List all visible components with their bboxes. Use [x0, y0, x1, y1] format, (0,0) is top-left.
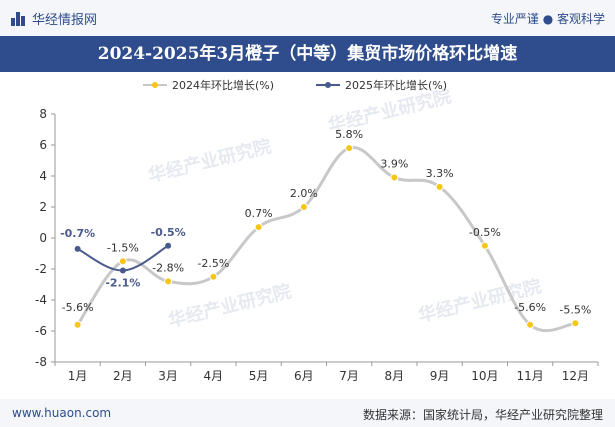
- data-label-2024: -2.5%: [197, 257, 229, 270]
- legend-label-2024: 2024年环比增长(%): [172, 78, 274, 92]
- x-tick-label: 3月: [158, 369, 178, 383]
- data-point-2025: [119, 267, 126, 274]
- x-tick-label: 1月: [68, 369, 88, 383]
- data-label-2024: -1.5%: [107, 241, 139, 254]
- legend-label-2025: 2025年环比增长(%): [345, 78, 447, 92]
- y-tick-label: 6: [39, 138, 47, 152]
- top-bar: 华经情报网 专业严谨 ● 客观科学: [0, 0, 615, 36]
- data-source: 数据来源：国家统计局，华经产业研究院整理: [362, 408, 603, 422]
- data-label-2024: -5.6%: [514, 301, 546, 314]
- x-tick-label: 7月: [339, 369, 359, 383]
- data-point-2024: [526, 320, 535, 329]
- watermark-text: 华经产业研究院: [166, 280, 294, 332]
- y-tick-label: 0: [39, 231, 47, 245]
- data-point-2024: [480, 241, 489, 250]
- x-tick-label: 12月: [562, 369, 589, 383]
- footer: www.huaon.com 数据来源：国家统计局，华经产业研究院整理: [0, 399, 615, 427]
- x-tick-label: 8月: [385, 369, 405, 383]
- data-label-2024: -5.6%: [62, 301, 94, 314]
- bar-chart-icon: [10, 11, 26, 27]
- watermark-text: 华经产业研究院: [146, 135, 274, 187]
- x-tick-label: 11月: [516, 369, 543, 383]
- data-point-2024: [164, 277, 173, 286]
- tagline: 专业严谨 ● 客观科学: [490, 12, 605, 26]
- chart-title: 2024-2025年3月橙子（中等）集贸市场价格环比增速: [0, 36, 615, 72]
- line-chart: 华经产业研究院华经产业研究院华经产业研究院华经产业研究院2024年环比增长(%)…: [35, 78, 599, 383]
- y-tick-label: -4: [35, 293, 47, 307]
- legend-marker-2024: [152, 82, 158, 88]
- data-label-2024: 0.7%: [245, 207, 273, 220]
- x-tick-label: 4月: [204, 369, 224, 383]
- data-label-2024: 3.9%: [380, 158, 408, 171]
- data-point-2024: [571, 319, 580, 328]
- data-point-2024: [345, 144, 354, 153]
- data-label-2025: -2.1%: [105, 277, 140, 290]
- data-label-2024: 5.8%: [335, 128, 363, 141]
- data-label-2024: 3.3%: [426, 167, 454, 180]
- data-point-2024: [254, 223, 263, 232]
- data-point-2024: [73, 320, 82, 329]
- data-point-2025: [74, 245, 81, 252]
- legend-marker-2025: [325, 82, 331, 88]
- data-label-2024: -0.5%: [469, 226, 501, 239]
- data-point-2024: [299, 203, 308, 211]
- data-label-2024: -5.5%: [559, 303, 591, 316]
- x-tick-label: 2月: [113, 369, 133, 383]
- x-tick-label: 10月: [471, 369, 498, 383]
- y-tick-label: 8: [39, 107, 47, 121]
- x-tick-label: 9月: [430, 369, 450, 383]
- y-tick-label: 2: [39, 200, 47, 214]
- data-label-2025: -0.5%: [151, 226, 186, 239]
- series-2024-line: [76, 145, 576, 333]
- x-tick-label: 6月: [294, 369, 314, 383]
- website-link[interactable]: www.huaon.com: [12, 406, 112, 420]
- y-tick-label: -8: [35, 355, 47, 369]
- brand-name: 华经情报网: [32, 13, 98, 28]
- data-point-2024: [209, 272, 218, 281]
- data-label-2025: -0.7%: [60, 227, 95, 240]
- y-tick-label: -2: [35, 262, 47, 276]
- data-point-2025: [165, 242, 172, 249]
- data-label-2024: -2.8%: [152, 261, 184, 274]
- y-tick-label: 4: [39, 169, 47, 183]
- brand-logo: 华经情报网: [10, 9, 97, 28]
- data-point-2024: [435, 182, 444, 191]
- x-tick-label: 5月: [249, 369, 269, 383]
- data-point-2024: [390, 173, 399, 182]
- data-point-2024: [118, 257, 127, 266]
- y-tick-label: -6: [35, 324, 47, 338]
- data-label-2024: 2.0%: [290, 187, 318, 200]
